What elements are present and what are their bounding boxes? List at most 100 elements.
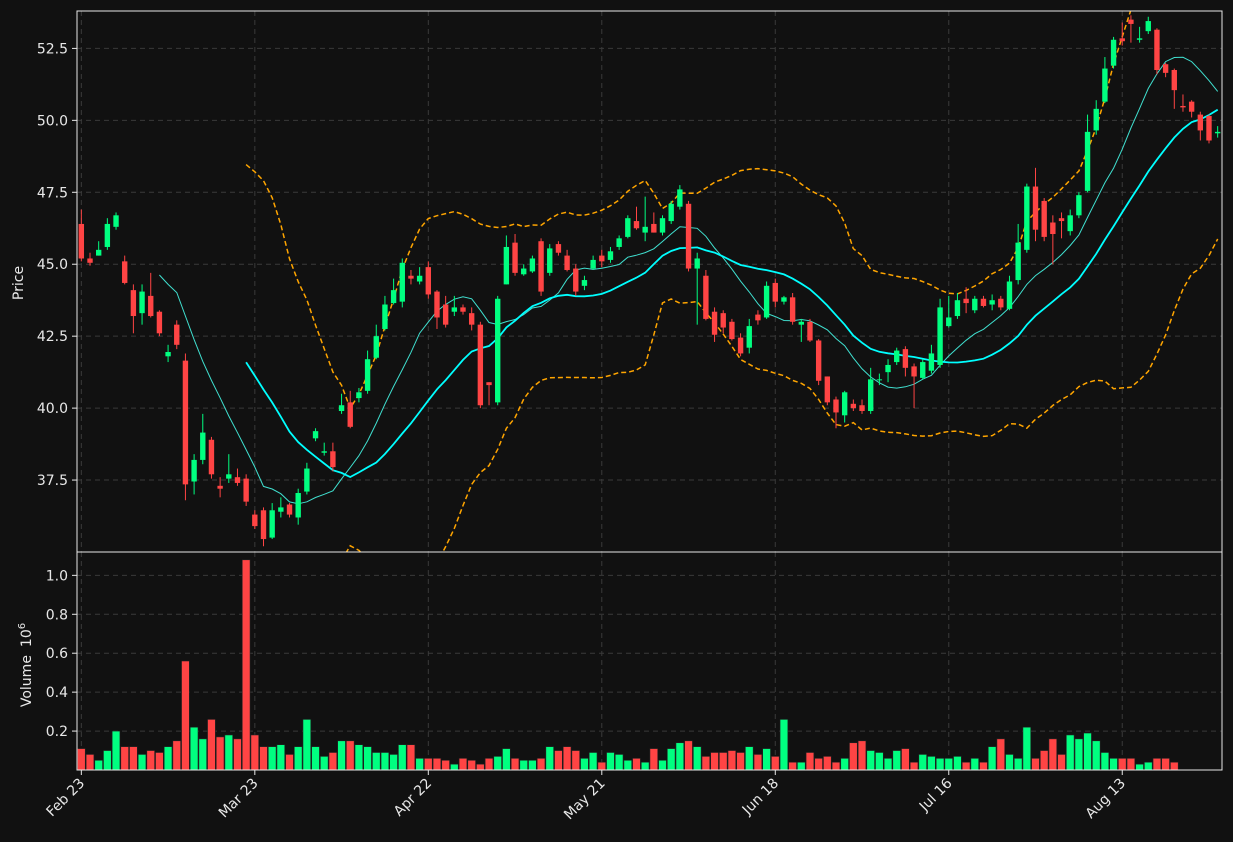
candle-body bbox=[1015, 242, 1021, 281]
candle bbox=[841, 390, 848, 423]
candle-body bbox=[399, 262, 405, 302]
price-tick-label: 42.5 bbox=[37, 329, 68, 345]
volume-bar bbox=[745, 746, 754, 771]
candle-body bbox=[87, 258, 93, 263]
candle-body bbox=[1006, 281, 1013, 309]
candle bbox=[113, 212, 119, 230]
candle bbox=[130, 284, 137, 334]
candle bbox=[746, 318, 752, 354]
volume-bar bbox=[111, 730, 121, 771]
candle bbox=[763, 281, 770, 319]
candle bbox=[1197, 111, 1204, 141]
candle bbox=[720, 310, 726, 334]
candle-body bbox=[139, 291, 145, 314]
candle-body bbox=[555, 244, 562, 253]
candle-body bbox=[1180, 105, 1186, 108]
volume-bar bbox=[224, 734, 234, 771]
candle-body bbox=[1197, 114, 1204, 131]
volume-bar bbox=[623, 759, 633, 771]
volume-bar bbox=[571, 750, 580, 771]
candle bbox=[148, 272, 154, 318]
volume-bar bbox=[450, 763, 459, 771]
candle bbox=[442, 295, 449, 328]
volume-bar bbox=[849, 742, 858, 771]
candle bbox=[312, 428, 319, 442]
candle bbox=[737, 333, 744, 357]
candle bbox=[581, 275, 588, 291]
candle bbox=[364, 350, 371, 394]
candle-body bbox=[868, 379, 874, 411]
candle bbox=[1093, 100, 1099, 135]
slow-moving-average-line bbox=[245, 108, 1219, 479]
candle bbox=[139, 284, 145, 325]
candle-body bbox=[347, 402, 353, 427]
candle bbox=[122, 255, 128, 285]
volume-bar bbox=[528, 759, 537, 771]
volume-bar bbox=[432, 758, 442, 771]
volume-bar bbox=[337, 740, 346, 771]
candle bbox=[1015, 223, 1021, 285]
volume-bar bbox=[675, 742, 685, 771]
volume-bar bbox=[372, 752, 381, 771]
candle bbox=[408, 269, 414, 285]
candle bbox=[87, 252, 93, 266]
candle-body bbox=[208, 439, 215, 475]
volume-bar bbox=[77, 748, 86, 771]
candle-body bbox=[130, 290, 137, 317]
volume-bar bbox=[892, 750, 901, 771]
candle bbox=[703, 269, 709, 321]
candle-body bbox=[599, 255, 605, 262]
volume-bar bbox=[1144, 761, 1153, 771]
candle-body bbox=[165, 352, 171, 357]
volume-panel: 0.2 0.4 0.6 0.8 1.0 Volume 106 bbox=[17, 551, 1223, 771]
candle-body bbox=[1128, 19, 1134, 24]
candle-body bbox=[1076, 195, 1082, 216]
candle-body bbox=[390, 290, 397, 304]
candle bbox=[330, 442, 336, 472]
volume-bar bbox=[918, 754, 927, 771]
candle bbox=[1050, 215, 1056, 265]
volume-bar bbox=[311, 746, 320, 771]
volume-bar bbox=[536, 758, 546, 771]
candle bbox=[894, 347, 900, 365]
candle-body bbox=[148, 295, 154, 317]
volume-bar bbox=[719, 752, 728, 771]
candle-body bbox=[512, 242, 518, 273]
candle-body bbox=[1084, 131, 1091, 191]
candle-body bbox=[304, 468, 310, 492]
candle-body bbox=[972, 298, 978, 311]
candle-body bbox=[763, 285, 770, 318]
candle-body bbox=[243, 478, 249, 502]
candle bbox=[1171, 68, 1177, 109]
volume-bar bbox=[640, 761, 650, 771]
candle bbox=[599, 249, 605, 268]
candle bbox=[980, 295, 987, 308]
candle bbox=[156, 310, 163, 337]
candle-body bbox=[677, 189, 683, 207]
candle bbox=[182, 353, 189, 501]
candle-body bbox=[416, 275, 423, 282]
candle-body bbox=[1162, 64, 1169, 73]
candle bbox=[243, 474, 249, 506]
candle bbox=[633, 206, 640, 230]
volume-bar bbox=[1065, 734, 1075, 771]
candle-body bbox=[807, 321, 813, 341]
candle bbox=[607, 246, 614, 263]
candle bbox=[920, 359, 926, 380]
volume-bar bbox=[866, 750, 875, 771]
volume-bar bbox=[996, 738, 1006, 771]
volume-bar bbox=[701, 756, 711, 771]
volume-bar bbox=[320, 756, 329, 771]
candle-body bbox=[685, 203, 692, 269]
volume-bar bbox=[120, 746, 129, 771]
volume-bar bbox=[762, 748, 771, 771]
price-tick-label: 45.0 bbox=[37, 257, 68, 273]
candle-body bbox=[1145, 21, 1151, 32]
candle bbox=[1162, 62, 1169, 78]
candle bbox=[390, 278, 397, 305]
candle-body bbox=[226, 474, 232, 479]
candle bbox=[1041, 198, 1047, 242]
candle-body bbox=[1067, 215, 1073, 232]
candle-body bbox=[477, 324, 484, 406]
candle-body bbox=[937, 307, 943, 365]
